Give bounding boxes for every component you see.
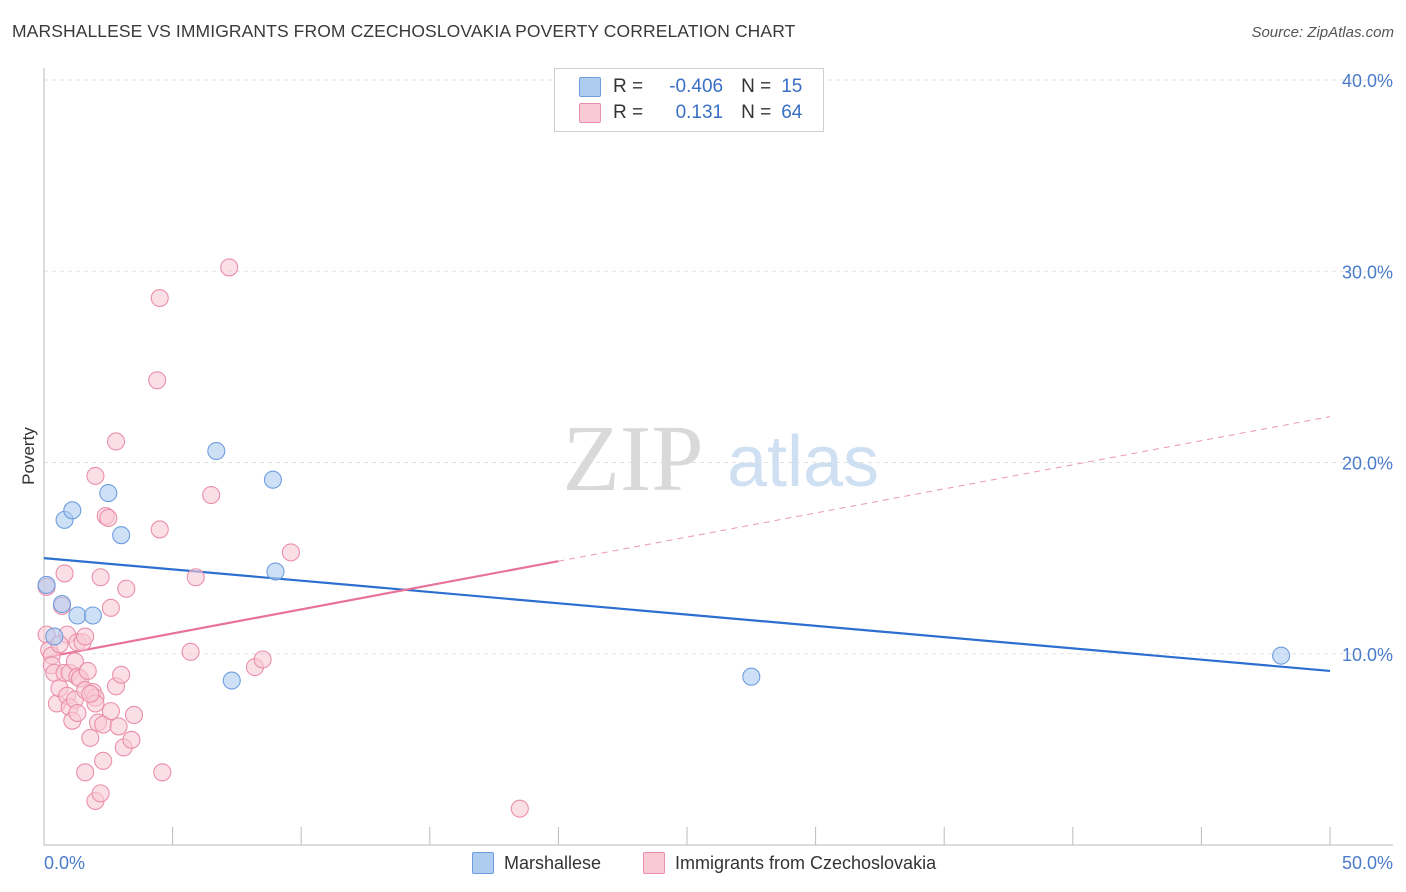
y-tick-label: 40.0% xyxy=(1342,71,1393,91)
czechoslovakia-point xyxy=(510,799,529,818)
czechoslovakia-point xyxy=(68,703,87,723)
marshallese-point xyxy=(1272,646,1291,665)
czechoslovakia-point xyxy=(124,705,144,725)
watermark-zip: ZIP xyxy=(563,407,704,511)
marshallese-point xyxy=(222,671,241,690)
marshallese-point xyxy=(112,526,131,545)
legend-row-czechoslovakia: R = 0.131 N = 64 xyxy=(579,101,802,125)
r-label: R = xyxy=(613,102,644,123)
data-points xyxy=(37,258,1291,818)
y-tick-label: 10.0% xyxy=(1342,645,1393,665)
legend-row-marshallese: R = -0.406 N = 15 xyxy=(579,75,802,99)
marshallese-point xyxy=(266,562,285,581)
legend-label: Immigrants from Czechoslovakia xyxy=(675,852,937,873)
y-axis-title: Poverty xyxy=(19,427,38,485)
czechoslovakia-point xyxy=(281,543,300,562)
czechoslovakia-point xyxy=(76,763,95,782)
chart-title: MARSHALLESE VS IMMIGRANTS FROM CZECHOSLO… xyxy=(12,21,796,41)
source-label: Source: ZipAtlas.com xyxy=(1251,24,1394,41)
czechoslovakia-point xyxy=(106,432,126,451)
czechoslovakia-point xyxy=(101,702,120,721)
marshallese-point xyxy=(45,627,64,646)
x-tick-label-min: 0.0% xyxy=(44,853,85,873)
czechoslovakia-point xyxy=(202,485,221,505)
marshallese-point xyxy=(37,575,56,594)
r-value: -0.406 xyxy=(669,76,724,97)
marshallese-point xyxy=(742,667,761,686)
czechoslovakia-point xyxy=(153,763,172,782)
czechoslovakia-point xyxy=(186,568,205,587)
marshallese-point xyxy=(207,441,226,461)
legend-label: Marshallese xyxy=(504,852,602,873)
n-value: 15 xyxy=(781,76,803,97)
czechoslovakia-point xyxy=(91,784,110,803)
czechoslovakia-point xyxy=(181,642,200,661)
trend-line-solid xyxy=(43,560,559,659)
axes xyxy=(43,68,1393,846)
czechoslovakia-point xyxy=(109,717,128,736)
legend-item-czechoslovakia[interactable]: Immigrants from Czechoslovakia xyxy=(643,852,936,874)
gridlines xyxy=(44,79,1393,655)
n-value: 64 xyxy=(781,102,803,123)
czechoslovakia-point xyxy=(81,728,100,747)
x-tick-label-max: 50.0% xyxy=(1342,853,1393,873)
czechoslovakia-point xyxy=(150,520,169,539)
czechoslovakia-legend-swatch xyxy=(643,852,665,874)
trend-lines xyxy=(43,416,1331,673)
czechoslovakia-point xyxy=(253,650,272,669)
r-value: 0.131 xyxy=(675,102,724,123)
n-label: N = xyxy=(741,76,772,97)
y-tick-labels: 10.0% 20.0% 30.0% 40.0% xyxy=(1342,71,1393,665)
czechoslovakia-point xyxy=(99,508,118,528)
marshallese-swatch xyxy=(579,77,601,97)
czechoslovakia-point xyxy=(91,568,110,587)
trend-line-dashed xyxy=(558,416,1331,562)
marshallese-point xyxy=(83,606,102,625)
czechoslovakia-point xyxy=(150,288,169,308)
czechoslovakia-point xyxy=(112,665,131,684)
legend-item-marshallese[interactable]: Marshallese xyxy=(472,852,601,874)
marshallese-point xyxy=(99,484,118,503)
marshallese-legend-swatch xyxy=(472,852,494,874)
y-tick-label: 30.0% xyxy=(1342,262,1393,282)
r-label: R = xyxy=(613,76,644,97)
marshallese-point xyxy=(52,594,72,614)
czechoslovakia-point xyxy=(148,371,167,390)
czechoslovakia-point xyxy=(78,661,97,681)
czechoslovakia-point xyxy=(122,730,141,749)
marshallese-point xyxy=(263,470,282,489)
czechoslovakia-point xyxy=(76,627,95,646)
y-tick-label: 20.0% xyxy=(1342,454,1393,474)
trend-line-solid xyxy=(43,557,1331,673)
correlation-legend: R = -0.406 N = 15 R = 0.131 N = 64 xyxy=(554,68,824,132)
watermark-atlas: atlas xyxy=(727,422,879,502)
czechoslovakia-point xyxy=(86,466,105,485)
czechoslovakia-point xyxy=(81,684,100,703)
watermark: ZIP atlas xyxy=(563,407,880,511)
series-legend: Marshallese Immigrants from Czechoslovak… xyxy=(0,852,1406,876)
czechoslovakia-point xyxy=(220,258,239,277)
czechoslovakia-point xyxy=(101,598,120,617)
czechoslovakia-swatch xyxy=(579,103,601,123)
marshallese-point xyxy=(63,501,82,520)
czechoslovakia-point xyxy=(94,751,113,770)
marshallese-point xyxy=(68,606,87,625)
n-label: N = xyxy=(741,102,772,123)
czechoslovakia-point xyxy=(55,564,74,583)
czechoslovakia-point xyxy=(117,579,136,598)
